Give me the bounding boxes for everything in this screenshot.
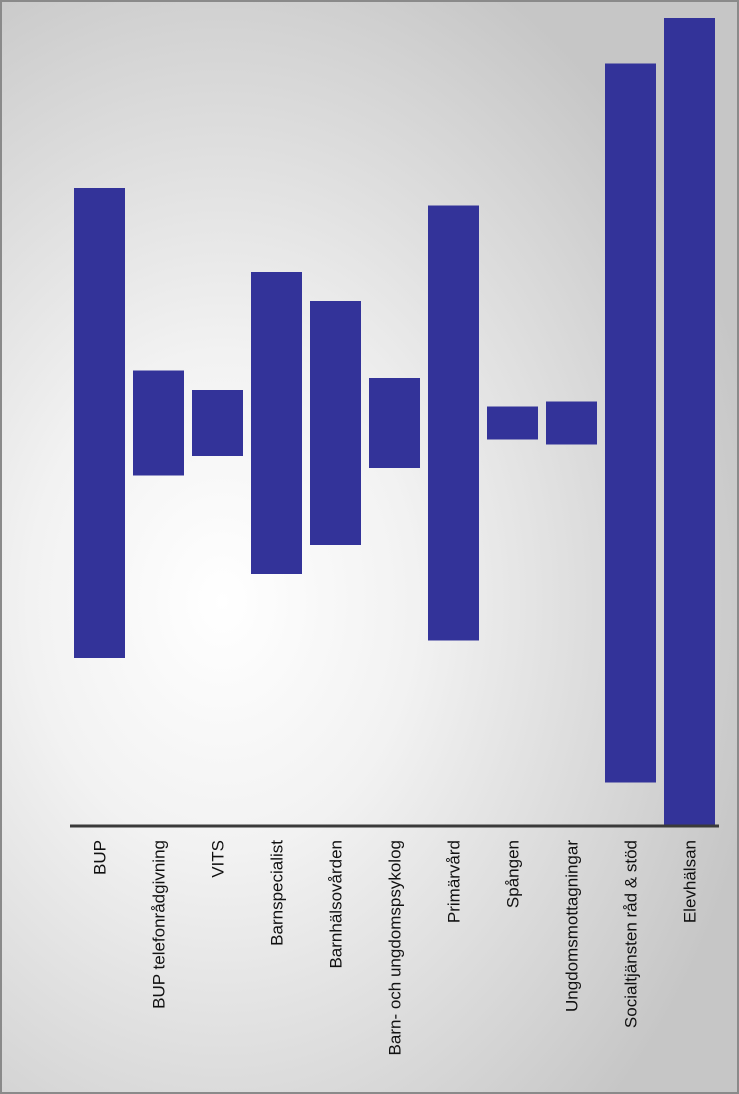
category-label-1: BUP telefonrådgivning — [150, 840, 169, 1009]
category-label-9: Socialtjänsten råd & stöd — [622, 840, 641, 1028]
bar-3 — [251, 272, 302, 574]
category-label-2: VITS — [209, 840, 228, 878]
bar-9 — [605, 63, 656, 783]
category-labels-group: BUP BUP telefonrådgivning VITS Barnspeciali… — [91, 840, 700, 1056]
category-label-3: Barnspecialist — [268, 840, 287, 946]
bar-8 — [546, 401, 597, 445]
bar-4 — [310, 301, 361, 545]
category-label-6: Primärvård — [445, 840, 464, 923]
bar-6 — [428, 205, 479, 641]
bar-10 — [664, 18, 715, 826]
category-label-10: Elevhälsan — [681, 840, 700, 923]
category-label-8: Ungdomsmottagningar — [563, 840, 582, 1012]
category-label-0: BUP — [91, 840, 110, 875]
bar-0 — [74, 188, 125, 658]
bar-2 — [192, 390, 243, 456]
bar-1 — [133, 370, 184, 476]
category-label-7: Spången — [504, 840, 523, 908]
bar-7 — [487, 406, 538, 440]
category-label-4: Barnhälsovården — [327, 840, 346, 969]
category-label-5: Barn- och ungdomspsykolog — [386, 840, 405, 1055]
bar-5 — [369, 378, 420, 468]
bars-group — [74, 18, 715, 826]
